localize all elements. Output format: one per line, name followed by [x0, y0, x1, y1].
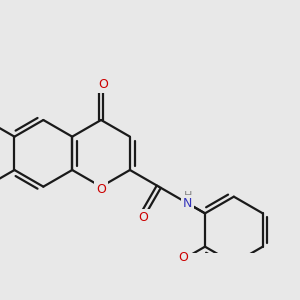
Text: O: O	[178, 251, 188, 264]
Text: H: H	[184, 191, 192, 201]
Text: O: O	[98, 79, 108, 92]
Text: O: O	[138, 211, 148, 224]
Text: O: O	[96, 183, 106, 196]
Text: N: N	[183, 197, 192, 210]
